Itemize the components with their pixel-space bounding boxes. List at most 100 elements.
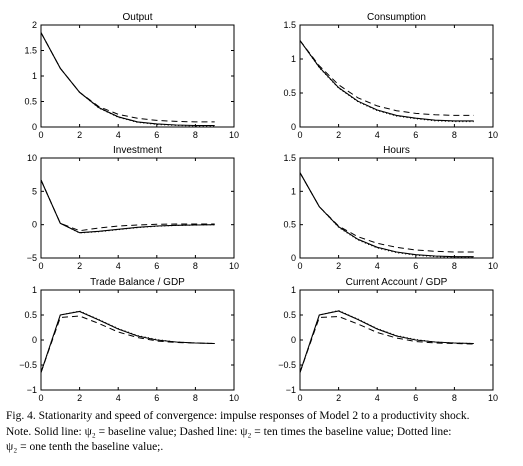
x-tick-label: 10	[488, 261, 498, 271]
x-tick-label: 2	[77, 130, 82, 140]
caption-line-3: ψ₂ = one tenth the baseline value;.	[6, 441, 164, 453]
y-tick-label: 5	[32, 186, 37, 196]
caption-line-1: Fig. 4. Stationarity and speed of conver…	[6, 410, 470, 422]
y-tick-label: 0.5	[283, 310, 296, 320]
y-tick-label: 1.5	[283, 153, 296, 163]
plot-title: Hours	[383, 145, 410, 156]
plot-frame	[299, 157, 494, 259]
y-tick-label: 1.5	[283, 20, 296, 30]
y-tick-label: 1	[32, 285, 37, 295]
x-tick-label: 4	[116, 393, 121, 403]
x-tick-label: 8	[193, 130, 198, 140]
x-tick-label: 0	[38, 130, 43, 140]
plot-title: Investment	[113, 145, 162, 156]
series-line-solid	[299, 310, 474, 373]
y-tick-label: 0	[32, 220, 37, 230]
x-tick-label: 8	[452, 130, 457, 140]
x-tick-label: 4	[116, 261, 121, 271]
y-tick-label: −5	[27, 253, 37, 263]
series-line-dashed	[40, 179, 215, 232]
series-line-dotted	[299, 309, 474, 373]
series-line-solid	[40, 32, 215, 127]
x-tick-label: 0	[38, 393, 43, 403]
y-tick-label: −0.5	[19, 360, 37, 370]
series-line-solid	[299, 40, 474, 122]
y-tick-label: 1	[32, 71, 37, 81]
series-line-dotted	[40, 310, 215, 373]
y-tick-label: 0	[291, 253, 296, 263]
x-tick-label: 2	[77, 261, 82, 271]
y-tick-label: −1	[27, 385, 37, 395]
series-line-solid	[40, 179, 215, 234]
y-tick-label: 0	[32, 122, 37, 132]
x-tick-label: 6	[154, 261, 159, 271]
y-tick-label: 0	[291, 122, 296, 132]
plot-frame	[299, 24, 494, 128]
plot-frame	[40, 289, 235, 391]
x-tick-label: 6	[154, 393, 159, 403]
x-tick-label: 0	[297, 393, 302, 403]
x-tick-label: 0	[297, 261, 302, 271]
y-tick-label: 0.5	[24, 97, 37, 107]
y-tick-label: −1	[286, 385, 296, 395]
x-tick-label: 6	[154, 130, 159, 140]
panel-1: Output 0 2 4 6 8 10 0 0.5 1 1.5 2	[24, 12, 239, 140]
x-tick-label: 2	[336, 393, 341, 403]
series-line-dashed	[40, 32, 215, 123]
x-tick-label: 10	[229, 393, 239, 403]
y-tick-label: 2	[32, 20, 37, 30]
panel-5: Trade Balance / GDP 0 2 4 6 8 10 −1 −0.5 0 0.5 1	[19, 277, 239, 403]
y-tick-label: 1	[291, 285, 296, 295]
panel-4: Hours 0 2 4 6 8 10 0 0.5 1 1.5	[283, 145, 498, 271]
series-line-solid	[299, 172, 474, 258]
panel-6: Current Account / GDP 0 2 4 6 8 10 −1 −0.5 0 0.5 1	[278, 277, 498, 403]
plot-frame	[40, 157, 235, 259]
panel-2: Consumption 0 2 4 6 8 10 0 0.5 1 1.5	[283, 12, 498, 140]
plot-title: Current Account / GDP	[346, 277, 448, 288]
y-tick-label: −0.5	[278, 360, 296, 370]
x-tick-label: 8	[452, 393, 457, 403]
x-tick-label: 10	[229, 261, 239, 271]
figure-caption: Fig. 4. Stationarity and speed of conver…	[6, 409, 518, 456]
x-tick-label: 8	[452, 261, 457, 271]
series-line-dotted	[299, 40, 474, 123]
series-line-solid	[40, 310, 215, 373]
x-tick-label: 2	[336, 261, 341, 271]
x-tick-label: 8	[193, 393, 198, 403]
plot-title: Output	[122, 12, 152, 23]
plot-title: Consumption	[367, 12, 426, 23]
x-tick-label: 4	[375, 130, 380, 140]
x-tick-label: 10	[488, 130, 498, 140]
x-tick-label: 6	[413, 261, 418, 271]
plot-title: Trade Balance / GDP	[90, 277, 185, 288]
series-line-dashed	[299, 315, 474, 373]
x-tick-label: 2	[336, 130, 341, 140]
y-tick-label: 1.5	[24, 46, 37, 56]
y-tick-label: 0.5	[283, 220, 296, 230]
caption-line-2: Note. Solid line: ψ₂ = baseline value; D…	[6, 425, 452, 438]
y-tick-label: 0	[291, 335, 296, 345]
y-tick-label: 1	[291, 54, 296, 64]
y-tick-label: 0	[32, 335, 37, 345]
x-tick-label: 4	[375, 261, 380, 271]
y-tick-label: 10	[27, 153, 37, 163]
y-tick-label: 1	[291, 186, 296, 196]
series-line-dashed	[299, 172, 474, 253]
series-line-dotted	[40, 32, 215, 127]
x-tick-label: 6	[413, 393, 418, 403]
series-line-dashed	[40, 315, 215, 373]
x-tick-label: 4	[375, 393, 380, 403]
series-line-dotted	[299, 172, 474, 258]
plot-frame	[299, 289, 494, 391]
series-line-dashed	[299, 40, 474, 116]
x-tick-label: 4	[116, 130, 121, 140]
plot-frame	[40, 24, 235, 128]
x-tick-label: 6	[413, 130, 418, 140]
series-line-dotted	[40, 179, 215, 234]
x-tick-label: 0	[297, 130, 302, 140]
x-tick-label: 10	[229, 130, 239, 140]
x-tick-label: 2	[77, 393, 82, 403]
x-tick-label: 10	[488, 393, 498, 403]
